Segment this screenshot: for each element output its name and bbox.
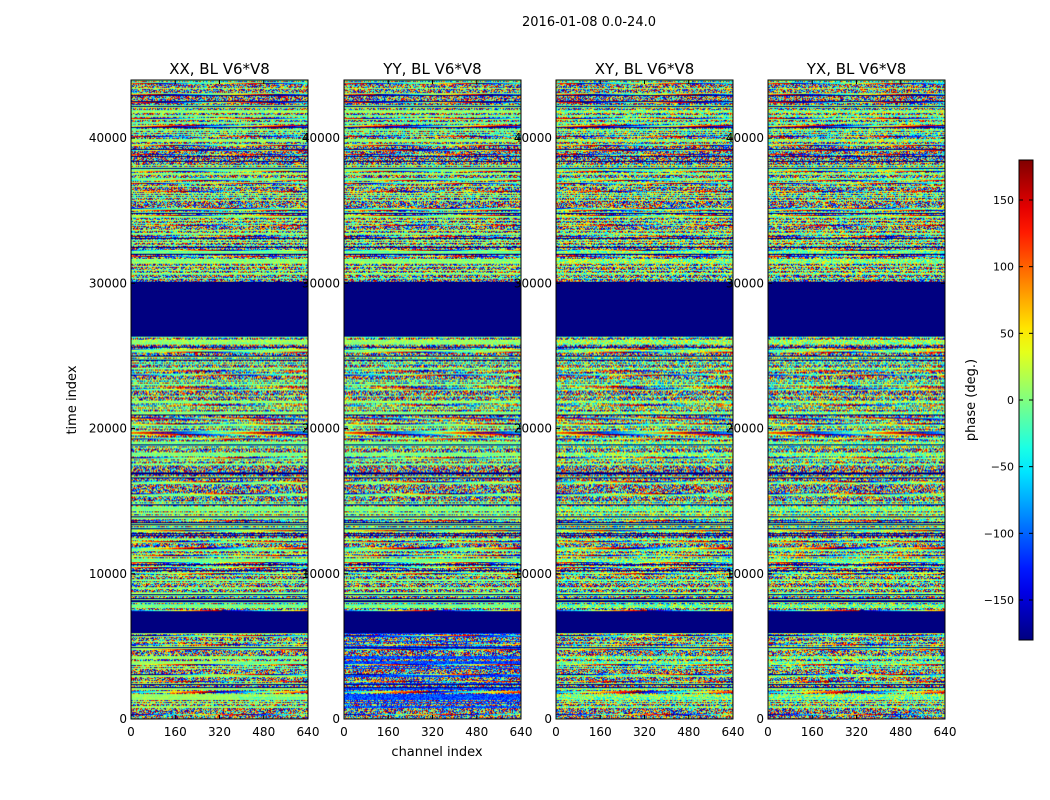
colorbar-tick-label: −150 xyxy=(984,594,1014,607)
x-tick-label: 160 xyxy=(164,725,187,739)
y-tick-label: 40000 xyxy=(726,131,764,145)
panel-title: XY, BL V6*V8 xyxy=(595,60,695,78)
y-tick-label: 20000 xyxy=(302,422,340,436)
figure-suptitle: 2016-01-08 0.0-24.0 xyxy=(522,15,656,30)
y-tick-label: 10000 xyxy=(89,567,127,581)
y-axis-label: time index xyxy=(65,365,80,434)
y-tick-label: 20000 xyxy=(514,422,552,436)
x-tick-label: 640 xyxy=(297,725,320,739)
panels-group: XX, BL V6*V8 0 160 320 480 640 0 10000 20000 3000… xyxy=(89,60,957,739)
y-tick-label: 30000 xyxy=(514,276,552,290)
colorbar-tick-label: −50 xyxy=(991,461,1014,474)
x-tick-label: 0 xyxy=(552,725,560,739)
x-tick-label: 160 xyxy=(801,725,824,739)
panel-xx: XX, BL V6*V8 0 160 320 480 640 0 10000 20000 3000… xyxy=(89,60,320,739)
y-tick-label: 30000 xyxy=(726,276,764,290)
y-tick-label: 0 xyxy=(544,712,552,726)
y-tick-label: 40000 xyxy=(514,131,552,145)
x-tick-label: 0 xyxy=(340,725,348,739)
x-tick-label: 480 xyxy=(677,725,700,739)
x-axis-label: channel index xyxy=(391,745,482,760)
y-tick-label: 30000 xyxy=(89,276,127,290)
x-tick-label: 160 xyxy=(377,725,400,739)
y-tick-label: 40000 xyxy=(89,131,127,145)
heatmap-xx xyxy=(131,80,308,719)
x-tick-label: 320 xyxy=(421,725,444,739)
y-tick-label: 20000 xyxy=(726,422,764,436)
colorbar: 150 100 50 0 −50 −100 −150 xyxy=(984,159,1034,641)
panel-title: YX, BL V6*V8 xyxy=(806,60,907,78)
colorbar-tick-label: 150 xyxy=(993,194,1014,207)
y-tick-label: 10000 xyxy=(302,567,340,581)
x-tick-label: 0 xyxy=(764,725,772,739)
colorbar-tick-label: 0 xyxy=(1007,394,1014,407)
colorbar-tick-label: 100 xyxy=(993,261,1014,274)
x-tick-label: 640 xyxy=(510,725,533,739)
y-tick-label: 0 xyxy=(332,712,340,726)
y-tick-label: 10000 xyxy=(726,567,764,581)
x-tick-label: 640 xyxy=(722,725,745,739)
panel-title: XX, BL V6*V8 xyxy=(169,60,270,78)
x-tick-label: 320 xyxy=(208,725,231,739)
heatmap-xy xyxy=(556,80,733,719)
heatmap-yy xyxy=(344,80,521,719)
heatmap-yx xyxy=(768,80,945,719)
panel-xy: XY, BL V6*V8 0 160 320 480 640 0 10000 20000 3000… xyxy=(514,60,745,739)
x-tick-label: 480 xyxy=(889,725,912,739)
panel-yy: YY, BL V6*V8 0 160 320 480 640 0 10000 20000 3000… xyxy=(302,60,533,739)
x-tick-label: 160 xyxy=(589,725,612,739)
x-tick-label: 0 xyxy=(127,725,135,739)
x-tick-label: 480 xyxy=(465,725,488,739)
y-tick-label: 40000 xyxy=(302,131,340,145)
y-tick-label: 0 xyxy=(119,712,127,726)
x-tick-label: 320 xyxy=(633,725,656,739)
colorbar-label: phase (deg.) xyxy=(964,359,979,441)
colorbar-tick-label: 50 xyxy=(1000,327,1014,340)
panel-title: YY, BL V6*V8 xyxy=(382,60,481,78)
x-tick-label: 320 xyxy=(845,725,868,739)
y-tick-label: 0 xyxy=(756,712,764,726)
y-tick-label: 20000 xyxy=(89,422,127,436)
y-tick-label: 30000 xyxy=(302,276,340,290)
x-tick-label: 480 xyxy=(252,725,275,739)
colorbar-tick-label: −100 xyxy=(984,527,1014,540)
x-tick-label: 640 xyxy=(934,725,957,739)
y-tick-label: 10000 xyxy=(514,567,552,581)
panel-yx: YX, BL V6*V8 0 160 320 480 640 0 10000 20000 3000… xyxy=(726,60,957,739)
